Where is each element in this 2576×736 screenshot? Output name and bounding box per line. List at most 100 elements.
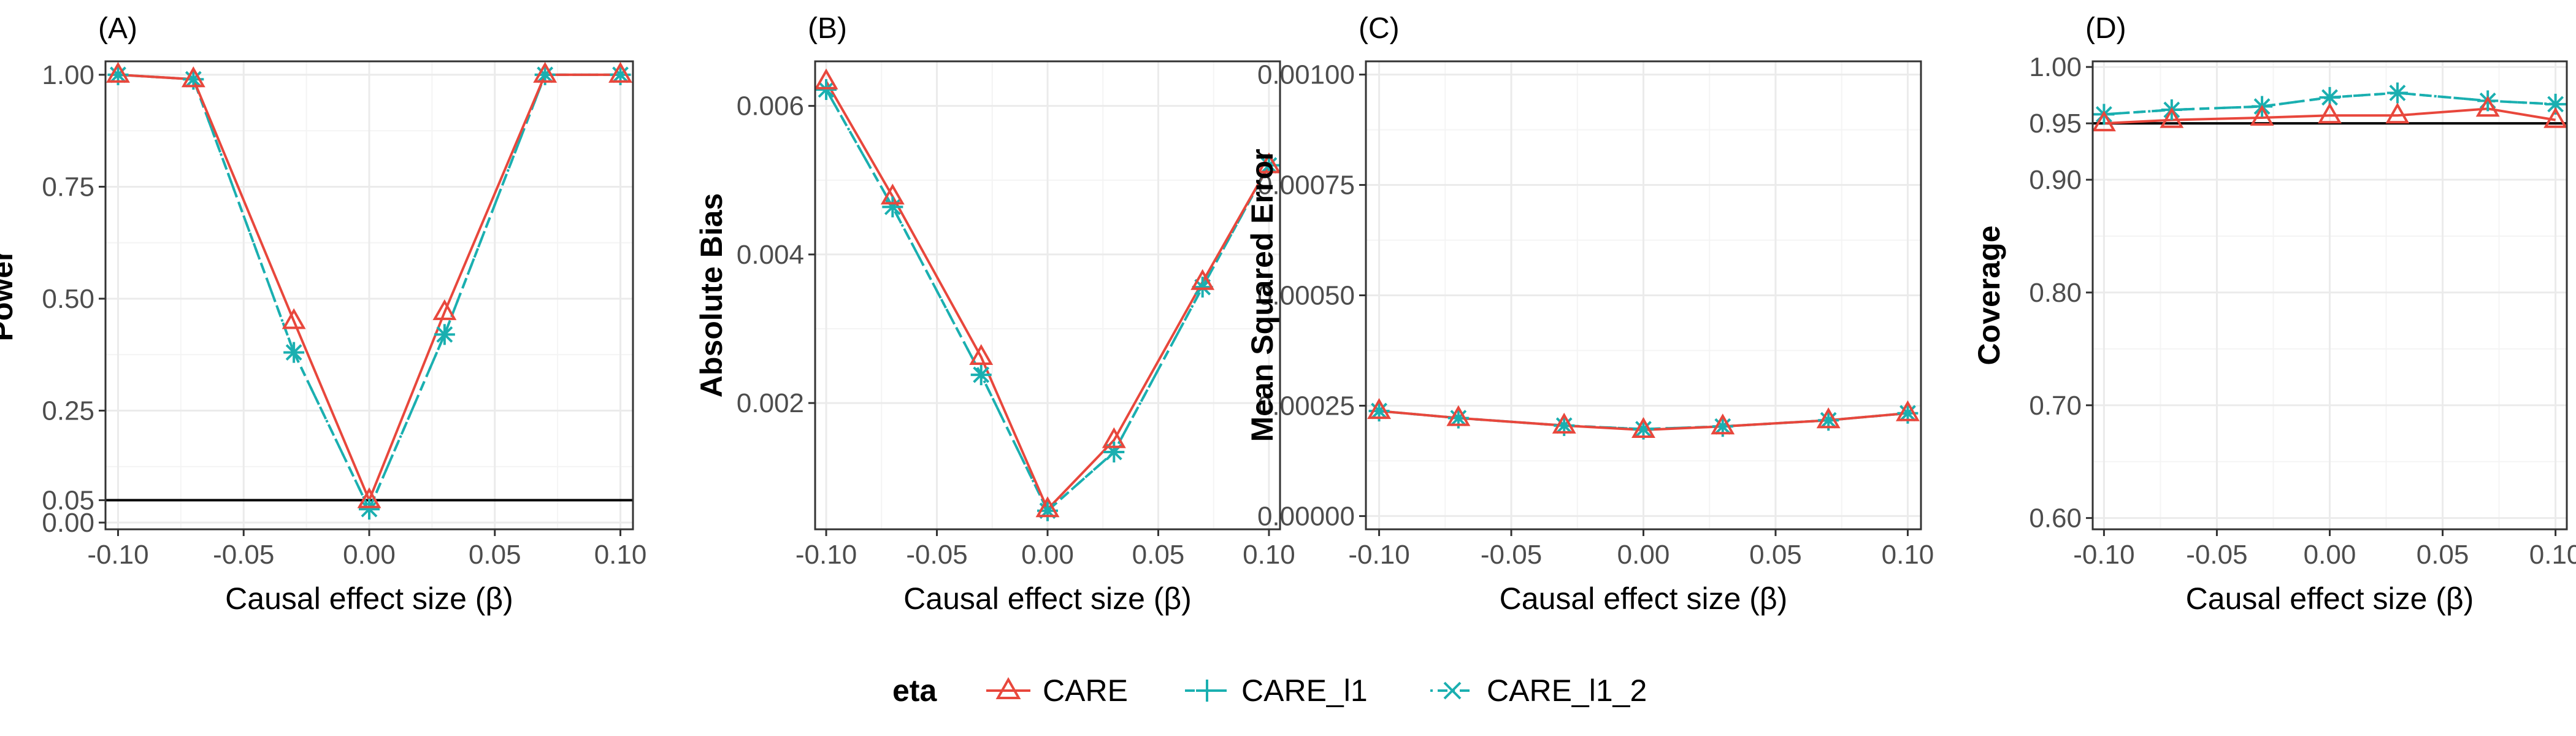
legend-title: eta — [892, 673, 937, 708]
panel-label: (A) — [98, 12, 137, 45]
data-point-care — [1035, 496, 1060, 518]
data-point-care — [969, 343, 994, 366]
data-point-care-l1 — [970, 364, 992, 386]
data-point-care — [1711, 413, 1735, 435]
data-point-care — [2318, 102, 2342, 124]
y-tick-label: 0.95 — [2029, 109, 2082, 139]
x-tick-label: -0.05 — [213, 540, 274, 570]
y-tick-label: 0.80 — [2029, 278, 2082, 308]
legend-label-care-l1-2: CARE_l1_2 — [1487, 673, 1647, 708]
data-point-care — [1102, 427, 1126, 448]
x-tick-label: 0.00 — [2304, 540, 2356, 570]
y-tick-label: 0.75 — [42, 172, 94, 202]
data-point-care — [533, 61, 558, 83]
panel-label: (B) — [808, 12, 847, 45]
legend-label-care: CARE — [1043, 673, 1128, 708]
data-point-care-l1 — [882, 196, 903, 218]
x-tick-label: -0.10 — [1348, 540, 1409, 570]
y-tick-label: 0.00050 — [1257, 281, 1355, 311]
x-tick-label: -0.05 — [2186, 540, 2247, 570]
x-tick-label: 0.00 — [1021, 540, 1074, 570]
data-point-care-l1 — [359, 499, 380, 520]
x-tick-label: 0.10 — [2529, 540, 2576, 570]
data-point-care-l1 — [283, 342, 305, 363]
data-point-care — [2250, 104, 2274, 126]
x-tick-label: -0.10 — [795, 540, 857, 570]
data-point-care — [880, 183, 905, 205]
data-point-care — [1446, 405, 1471, 426]
y-tick-label: 0.002 — [737, 388, 804, 418]
y-tick-label: 0.90 — [2029, 165, 2082, 195]
legend: eta CARE CARE_l1 CARE_l1_2 — [892, 673, 1647, 708]
y-axis-title: Power — [0, 249, 19, 341]
data-point-care — [1896, 400, 1920, 421]
x-tick-label: 0.10 — [594, 540, 647, 570]
y-tick-label: 1.00 — [42, 60, 94, 90]
panel-4: -0.10 -0.05 0.00 0.05 0.10 0.60 0.70 0.80 0.90 0.… — [1972, 12, 2576, 616]
y-tick-label: 0.50 — [42, 284, 94, 314]
y-axis-title: Absolute Bias — [694, 193, 729, 397]
x-tick-label: -0.10 — [2073, 540, 2134, 570]
legend-key-plus-marker — [1196, 680, 1218, 702]
legend-entry-care: CARE — [986, 673, 1128, 708]
data-point-care — [1816, 407, 1841, 429]
data-point-care — [2385, 102, 2410, 124]
data-point-care — [1257, 152, 1281, 174]
data-point-care — [2160, 107, 2184, 128]
panel-3: -0.10 -0.05 0.00 0.05 0.10 0.00000 0.00025 0.00… — [1245, 12, 1934, 616]
y-tick-label: 1.00 — [2029, 52, 2082, 82]
x-tick-label: 0.05 — [469, 540, 521, 570]
y-tick-label: 0.00075 — [1257, 171, 1355, 201]
y-tick-label: 0.25 — [42, 396, 94, 426]
legend-entry-care-l1-2: CARE_l1_2 — [1430, 673, 1647, 708]
x-tick-label: -0.10 — [87, 540, 148, 570]
data-point-care — [1631, 417, 1655, 439]
data-point-care — [1190, 269, 1215, 290]
y-tick-label: 0.00100 — [1257, 60, 1355, 90]
panel-label: (C) — [1359, 12, 1400, 45]
data-point-care — [2091, 110, 2116, 132]
panel-2: -0.10 -0.05 0.00 0.05 0.10 0.002 0.004 0.006 (B)… — [694, 12, 1295, 616]
data-point-care-l1 — [2477, 90, 2499, 112]
legend-label-care-l1: CARE_l1 — [1241, 673, 1368, 708]
data-point-care — [1367, 398, 1391, 420]
y-tick-label: 0.05 — [42, 486, 94, 516]
panel-1: -0.10 -0.05 0.00 0.05 0.100.000.050.250.500.… — [0, 12, 646, 616]
data-point-care — [608, 61, 632, 83]
panels: -0.10 -0.05 0.00 0.05 0.100.000.050.250.500.… — [0, 12, 2576, 616]
data-point-care — [432, 299, 457, 320]
y-tick-label: 0.00025 — [1257, 391, 1355, 421]
legend-key-triangle-marker — [995, 677, 1021, 699]
x-tick-label: 0.00 — [1617, 540, 1670, 570]
y-tick-label: 0.70 — [2029, 391, 2082, 421]
data-point-care — [282, 308, 306, 329]
y-tick-label: 0.006 — [737, 91, 804, 121]
legend-key-x-marker — [1443, 681, 1462, 700]
x-tick-label: 0.10 — [1882, 540, 1934, 570]
x-tick-label: 0.05 — [2417, 540, 2469, 570]
x-tick-label: -0.05 — [906, 540, 967, 570]
data-point-care — [1552, 412, 1576, 434]
data-point-care — [106, 61, 130, 83]
data-point-care-l1 — [816, 79, 837, 101]
data-point-care-l1 — [434, 324, 455, 345]
data-point-care — [2543, 107, 2568, 128]
data-point-care-l1 — [2386, 82, 2408, 104]
panel-label: (D) — [2085, 12, 2126, 45]
x-tick-label: 0.00 — [343, 540, 396, 570]
data-point-care — [2475, 96, 2500, 117]
y-tick-label: 0.00 — [42, 508, 94, 538]
x-axis-title: Causal effect size (β) — [225, 581, 513, 616]
y-axis-title: Coverage — [1972, 226, 2006, 366]
y-tick-label: 0.004 — [737, 240, 804, 270]
x-tick-label: 0.05 — [1749, 540, 1802, 570]
x-axis-title: Causal effect size (β) — [1500, 581, 1788, 616]
x-axis-title: Causal effect size (β) — [903, 581, 1192, 616]
data-point-care-l1 — [1192, 277, 1213, 298]
y-axis-title: Mean Squared Error — [1245, 149, 1279, 442]
legend-entry-care-l1: CARE_l1 — [1185, 673, 1368, 708]
data-point-care — [814, 68, 838, 90]
data-point-care-l1 — [1103, 442, 1125, 463]
x-axis-title: Causal effect size (β) — [2186, 581, 2474, 616]
